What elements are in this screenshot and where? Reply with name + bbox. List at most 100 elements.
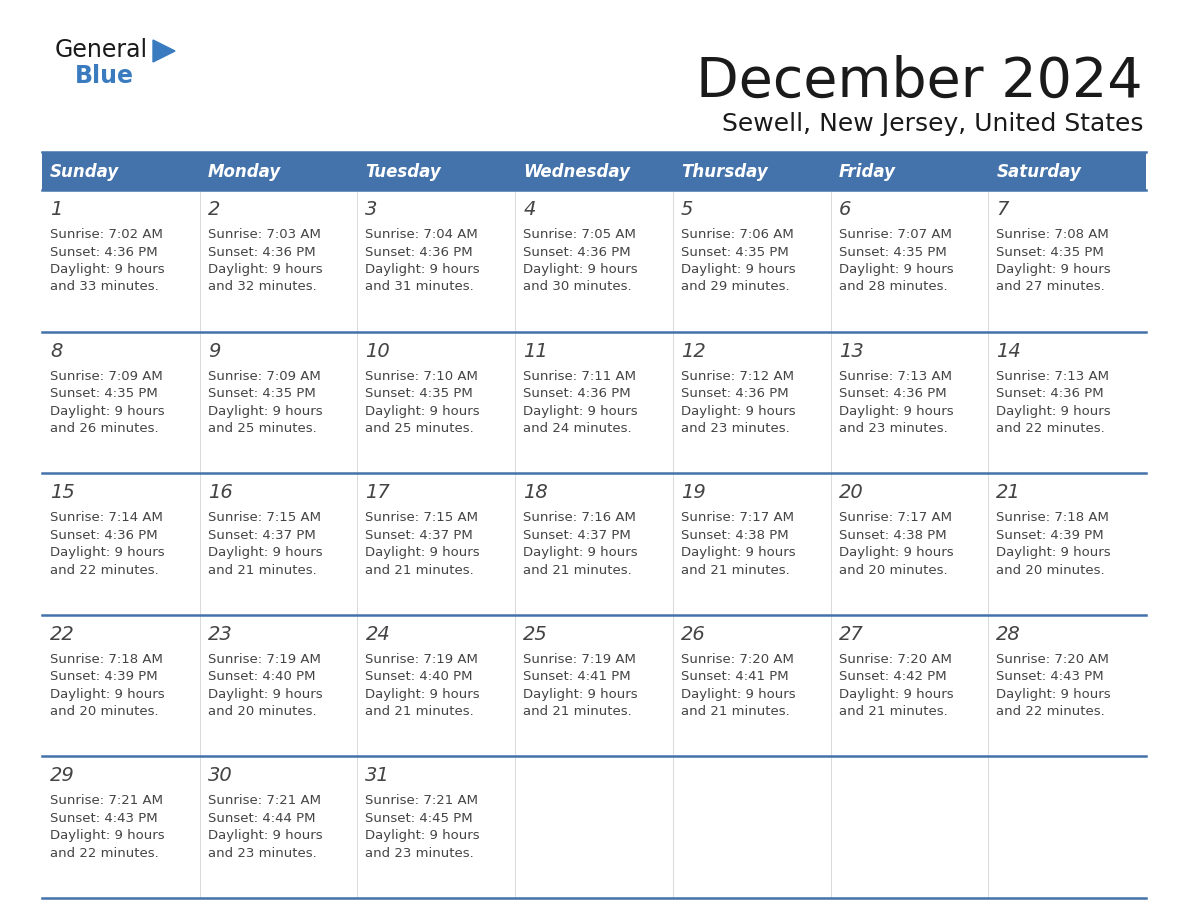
Text: 13: 13 bbox=[839, 341, 864, 361]
Bar bbox=[988, 190, 1146, 331]
Text: Blue: Blue bbox=[75, 64, 134, 88]
Bar bbox=[830, 331, 988, 473]
Text: Daylight: 9 hours: Daylight: 9 hours bbox=[208, 688, 322, 700]
Text: Daylight: 9 hours: Daylight: 9 hours bbox=[523, 263, 638, 276]
Text: and 20 minutes.: and 20 minutes. bbox=[50, 705, 159, 718]
Text: Daylight: 9 hours: Daylight: 9 hours bbox=[523, 546, 638, 559]
Text: 4: 4 bbox=[523, 200, 536, 219]
Bar bbox=[42, 152, 200, 190]
Text: Sunset: 4:36 PM: Sunset: 4:36 PM bbox=[681, 387, 789, 400]
Text: 22: 22 bbox=[50, 625, 75, 644]
Text: and 25 minutes.: and 25 minutes. bbox=[208, 422, 316, 435]
Text: and 20 minutes.: and 20 minutes. bbox=[839, 564, 947, 577]
Text: Sunrise: 7:20 AM: Sunrise: 7:20 AM bbox=[839, 653, 952, 666]
Text: Friday: Friday bbox=[839, 163, 896, 181]
Bar bbox=[516, 190, 672, 331]
Bar bbox=[516, 756, 672, 898]
Text: 21: 21 bbox=[997, 483, 1020, 502]
Text: Sunrise: 7:13 AM: Sunrise: 7:13 AM bbox=[839, 370, 952, 383]
Text: and 20 minutes.: and 20 minutes. bbox=[997, 564, 1105, 577]
Bar bbox=[42, 190, 200, 331]
Text: Sunset: 4:37 PM: Sunset: 4:37 PM bbox=[366, 529, 473, 542]
Text: Daylight: 9 hours: Daylight: 9 hours bbox=[839, 546, 953, 559]
Text: and 21 minutes.: and 21 minutes. bbox=[208, 564, 316, 577]
Text: Tuesday: Tuesday bbox=[366, 163, 441, 181]
Text: Sunrise: 7:16 AM: Sunrise: 7:16 AM bbox=[523, 511, 636, 524]
Polygon shape bbox=[153, 40, 175, 62]
Text: and 22 minutes.: and 22 minutes. bbox=[50, 564, 159, 577]
Text: Sunset: 4:36 PM: Sunset: 4:36 PM bbox=[50, 529, 158, 542]
Text: Sunrise: 7:21 AM: Sunrise: 7:21 AM bbox=[208, 794, 321, 808]
Text: Daylight: 9 hours: Daylight: 9 hours bbox=[208, 829, 322, 843]
Text: Sunset: 4:43 PM: Sunset: 4:43 PM bbox=[50, 812, 158, 825]
Text: Daylight: 9 hours: Daylight: 9 hours bbox=[997, 688, 1111, 700]
Bar bbox=[358, 615, 516, 756]
Text: and 21 minutes.: and 21 minutes. bbox=[839, 705, 947, 718]
Bar bbox=[830, 473, 988, 615]
Text: and 21 minutes.: and 21 minutes. bbox=[681, 564, 790, 577]
Text: Sunrise: 7:20 AM: Sunrise: 7:20 AM bbox=[681, 653, 794, 666]
Text: Sunrise: 7:15 AM: Sunrise: 7:15 AM bbox=[366, 511, 479, 524]
Text: December 2024: December 2024 bbox=[696, 55, 1143, 109]
Text: 3: 3 bbox=[366, 200, 378, 219]
Text: Sunrise: 7:17 AM: Sunrise: 7:17 AM bbox=[839, 511, 952, 524]
Bar bbox=[42, 756, 200, 898]
Text: Daylight: 9 hours: Daylight: 9 hours bbox=[681, 263, 796, 276]
Text: and 24 minutes.: and 24 minutes. bbox=[523, 422, 632, 435]
Text: Sunrise: 7:03 AM: Sunrise: 7:03 AM bbox=[208, 228, 321, 241]
Text: and 27 minutes.: and 27 minutes. bbox=[997, 281, 1105, 294]
Text: and 30 minutes.: and 30 minutes. bbox=[523, 281, 632, 294]
Text: Sunrise: 7:08 AM: Sunrise: 7:08 AM bbox=[997, 228, 1110, 241]
Text: Sunrise: 7:09 AM: Sunrise: 7:09 AM bbox=[208, 370, 321, 383]
Text: and 31 minutes.: and 31 minutes. bbox=[366, 281, 474, 294]
Text: Daylight: 9 hours: Daylight: 9 hours bbox=[839, 405, 953, 418]
Text: and 21 minutes.: and 21 minutes. bbox=[523, 705, 632, 718]
Text: 28: 28 bbox=[997, 625, 1020, 644]
Bar bbox=[672, 152, 830, 190]
Text: Daylight: 9 hours: Daylight: 9 hours bbox=[50, 546, 165, 559]
Text: Monday: Monday bbox=[208, 163, 282, 181]
Bar bbox=[830, 152, 988, 190]
Text: Sunrise: 7:19 AM: Sunrise: 7:19 AM bbox=[523, 653, 636, 666]
Text: 23: 23 bbox=[208, 625, 233, 644]
Bar bbox=[672, 331, 830, 473]
Text: 9: 9 bbox=[208, 341, 220, 361]
Text: Sunrise: 7:19 AM: Sunrise: 7:19 AM bbox=[208, 653, 321, 666]
Text: and 25 minutes.: and 25 minutes. bbox=[366, 422, 474, 435]
Text: and 33 minutes.: and 33 minutes. bbox=[50, 281, 159, 294]
Text: Sunrise: 7:02 AM: Sunrise: 7:02 AM bbox=[50, 228, 163, 241]
Bar bbox=[988, 331, 1146, 473]
Bar bbox=[358, 756, 516, 898]
Text: Sunset: 4:35 PM: Sunset: 4:35 PM bbox=[208, 387, 316, 400]
Text: Daylight: 9 hours: Daylight: 9 hours bbox=[997, 405, 1111, 418]
Text: Daylight: 9 hours: Daylight: 9 hours bbox=[366, 405, 480, 418]
Text: 27: 27 bbox=[839, 625, 864, 644]
Text: 8: 8 bbox=[50, 341, 63, 361]
Text: Sunrise: 7:11 AM: Sunrise: 7:11 AM bbox=[523, 370, 636, 383]
Text: and 21 minutes.: and 21 minutes. bbox=[681, 705, 790, 718]
Text: Daylight: 9 hours: Daylight: 9 hours bbox=[208, 263, 322, 276]
Text: Daylight: 9 hours: Daylight: 9 hours bbox=[50, 829, 165, 843]
Text: Sunrise: 7:13 AM: Sunrise: 7:13 AM bbox=[997, 370, 1110, 383]
Bar bbox=[830, 615, 988, 756]
Text: and 23 minutes.: and 23 minutes. bbox=[366, 847, 474, 860]
Text: 15: 15 bbox=[50, 483, 75, 502]
Text: Sunset: 4:36 PM: Sunset: 4:36 PM bbox=[997, 387, 1104, 400]
Text: and 21 minutes.: and 21 minutes. bbox=[523, 564, 632, 577]
Text: Daylight: 9 hours: Daylight: 9 hours bbox=[839, 263, 953, 276]
Bar bbox=[200, 152, 358, 190]
Bar bbox=[42, 473, 200, 615]
Text: Sunrise: 7:04 AM: Sunrise: 7:04 AM bbox=[366, 228, 479, 241]
Text: and 23 minutes.: and 23 minutes. bbox=[681, 422, 790, 435]
Text: 25: 25 bbox=[523, 625, 548, 644]
Text: 31: 31 bbox=[366, 767, 390, 786]
Text: Sunrise: 7:20 AM: Sunrise: 7:20 AM bbox=[997, 653, 1110, 666]
Text: Sunset: 4:36 PM: Sunset: 4:36 PM bbox=[50, 245, 158, 259]
Text: Sunset: 4:38 PM: Sunset: 4:38 PM bbox=[839, 529, 946, 542]
Text: Saturday: Saturday bbox=[997, 163, 1081, 181]
Text: Sunrise: 7:15 AM: Sunrise: 7:15 AM bbox=[208, 511, 321, 524]
Text: and 21 minutes.: and 21 minutes. bbox=[366, 564, 474, 577]
Text: Daylight: 9 hours: Daylight: 9 hours bbox=[366, 263, 480, 276]
Text: Daylight: 9 hours: Daylight: 9 hours bbox=[208, 546, 322, 559]
Text: Sunset: 4:41 PM: Sunset: 4:41 PM bbox=[681, 670, 789, 683]
